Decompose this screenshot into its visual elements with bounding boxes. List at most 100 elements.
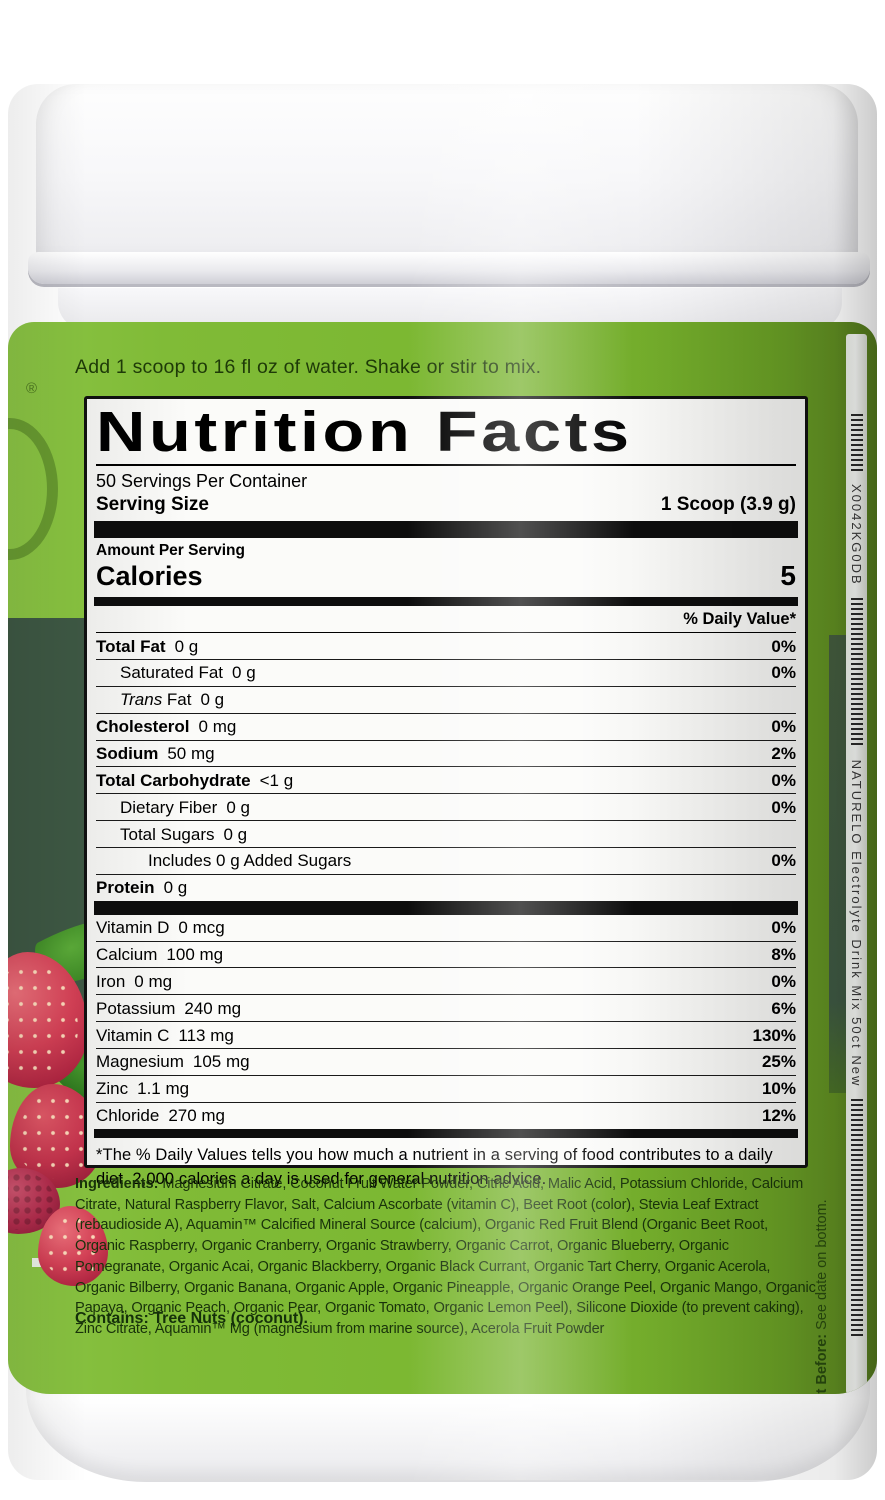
- directions-text: Add 1 scoop to 16 fl oz of water. Shake …: [75, 356, 542, 378]
- nutrient-dv: 12%: [761, 1106, 796, 1126]
- nutrient-dv: 8%: [771, 944, 796, 964]
- amount-per-serving-label: Amount Per Serving: [96, 542, 245, 560]
- vitamin-row: Iron 0 mg 0%: [96, 968, 796, 996]
- nutrient-row: Protein 0 g: [96, 875, 796, 901]
- nutrient-name: Vitamin C 113 mg: [96, 1025, 234, 1046]
- nutrient-amount: 0 mcg: [178, 918, 225, 938]
- nutrient-name: Dietary Fiber 0 g: [96, 797, 250, 818]
- nutrient-dv: 25%: [761, 1052, 796, 1072]
- allergen-label: Contains:: [75, 1310, 149, 1327]
- nutrition-facts-title: Nutrition Facts: [96, 400, 633, 464]
- serving-size-label: Serving Size: [96, 494, 209, 516]
- nutrient-dv: 0%: [771, 851, 796, 871]
- nutrient-amount: 0 g: [163, 878, 188, 898]
- nutrient-name-text: Includes 0 g Added Sugars: [148, 851, 352, 871]
- nutrient-name-text: Fat: [162, 690, 192, 710]
- nutrient-dv: 130%: [752, 1025, 796, 1045]
- strawberry-image: [38, 1206, 108, 1286]
- nutrient-name-bold: Cholesterol: [96, 717, 190, 737]
- ingredients-list: Magnesium Citrate, Coconut Fruit Water P…: [75, 1176, 816, 1338]
- label-body: ® Add 1 scoop to 16 fl oz of water. Shak…: [8, 322, 877, 1394]
- nutrient-name-italic: Trans: [120, 690, 163, 710]
- vitamin-row: Magnesium 105 mg 25%: [96, 1049, 796, 1076]
- nutrient-name: Zinc 1.1 mg: [96, 1078, 189, 1099]
- allergen-text: Tree Nuts (coconut).: [153, 1310, 308, 1327]
- nutrient-name: Iron 0 mg: [96, 971, 172, 992]
- nutrient-dv: 0%: [771, 770, 796, 790]
- nutrient-dv: 0%: [771, 636, 796, 656]
- nutrient-dv: 0%: [771, 663, 796, 683]
- front-panel-shadow: [829, 635, 848, 1093]
- ingredients-text: Ingredients: Magnesium Citrate, Coconut …: [75, 1174, 819, 1340]
- nutrient-amount: 0 g: [223, 824, 248, 844]
- registered-trademark-icon: ®: [26, 380, 38, 397]
- nutrient-row: Cholesterol 0 mg 0%: [96, 714, 796, 741]
- calories-value: 5: [780, 560, 796, 592]
- nutrient-name: Magnesium 105 mg: [96, 1051, 250, 1072]
- vitamin-row: Zinc 1.1 mg 10%: [96, 1076, 796, 1103]
- nutrient-name-text: Saturated Fat: [120, 663, 224, 683]
- sticker-code: X0042KG0DB: [849, 484, 865, 586]
- nutrient-name: Trans Fat 0 g: [96, 689, 224, 710]
- nutrient-amount: 240 mg: [184, 998, 242, 1018]
- nutrient-amount: 0 g: [200, 690, 225, 710]
- nutrient-name: Potassium 240 mg: [96, 998, 241, 1019]
- nutrient-row: Total Fat 0 g 0%: [96, 633, 796, 660]
- nutrient-name-text: Vitamin D: [96, 918, 170, 938]
- nutrient-row: Dietary Fiber 0 g 0%: [96, 794, 796, 822]
- vitamin-row: Potassium 240 mg 6%: [96, 995, 796, 1023]
- nutrient-name-bold: Total Fat: [96, 636, 166, 656]
- vitamin-row: Vitamin C 113 mg 130%: [96, 1022, 796, 1050]
- nutrient-name-bold: Protein: [96, 878, 155, 898]
- nutrient-name: Sodium 50 mg: [96, 743, 215, 764]
- sticker-description: NATURELO Electrolyte Drink Mix 50ct New: [849, 759, 865, 1088]
- medium-divider: [94, 597, 798, 607]
- barcode-icon: [851, 414, 863, 472]
- nutrient-dv: 6%: [771, 998, 796, 1018]
- nutrient-row: Saturated Fat 0 g 0%: [96, 660, 796, 687]
- daily-value-header: % Daily Value*: [96, 606, 796, 634]
- nutrient-name-text: Dietary Fiber: [120, 797, 218, 817]
- daily-value-footnote: *The % Daily Values tells you how much a…: [96, 1145, 773, 1189]
- ingredients-label: Ingredients:: [75, 1176, 159, 1192]
- nutrient-amount: 0 g: [174, 636, 199, 656]
- serving-size-value: 1 Scoop (3.9 g): [660, 494, 796, 516]
- inventory-sticker: X0042KG0DB NATURELO Electrolyte Drink Mi…: [846, 334, 867, 1394]
- logo-fragment: [8, 418, 58, 560]
- medium-divider: [94, 1128, 798, 1138]
- nutrient-name: Saturated Fat 0 g: [96, 662, 256, 683]
- nutrient-name: Total Carbohydrate <1 g: [96, 770, 293, 791]
- thick-divider: [94, 521, 798, 539]
- nutrition-facts-panel: Nutrition Facts 50 Servings Per Containe…: [84, 396, 808, 1188]
- sticker-text: X0042KG0DB NATURELO Electrolyte Drink Mi…: [849, 414, 865, 1364]
- nutrient-dv: 0%: [771, 717, 796, 737]
- allergen-statement: Contains: Tree Nuts (coconut).: [75, 1310, 308, 1328]
- nutrient-amount: 113 mg: [178, 1025, 234, 1045]
- thick-divider: [94, 900, 798, 915]
- nutrient-dv: 0%: [771, 797, 796, 817]
- nutrient-name-text: Zinc: [96, 1079, 129, 1099]
- nutrient-name: Total Fat 0 g: [96, 636, 198, 657]
- best-before-label: Best Before:: [814, 1333, 830, 1394]
- nutrient-name-text: Potassium: [96, 998, 176, 1018]
- barcode-icon: [851, 597, 863, 748]
- nutrient-amount: <1 g: [259, 770, 294, 790]
- nutrient-amount: 0 mg: [134, 971, 173, 991]
- nutrient-name: Vitamin D 0 mcg: [96, 917, 225, 938]
- nutrient-dv: 0%: [771, 971, 796, 991]
- divider: [96, 464, 796, 467]
- nutrient-amount: 105 mg: [192, 1052, 250, 1072]
- container-cap: [36, 84, 858, 256]
- nutrient-name-text: Calcium: [96, 944, 158, 964]
- nutrient-name: Cholesterol 0 mg: [96, 716, 236, 737]
- nutrient-name: Total Sugars 0 g: [96, 824, 247, 845]
- nutrient-dv: 10%: [761, 1079, 796, 1099]
- nutrient-name-text: Vitamin C: [96, 1025, 170, 1045]
- nutrient-amount: 0 g: [232, 663, 256, 683]
- calories-label: Calories: [96, 561, 203, 592]
- nutrient-name: Protein 0 g: [96, 877, 187, 898]
- nutrient-row: Includes 0 g Added Sugars 0%: [96, 848, 796, 875]
- barcode-icon: [851, 1099, 863, 1340]
- nutrient-row: Sodium 50 mg 2%: [96, 741, 796, 768]
- nutrient-name-text: Chloride: [96, 1106, 160, 1126]
